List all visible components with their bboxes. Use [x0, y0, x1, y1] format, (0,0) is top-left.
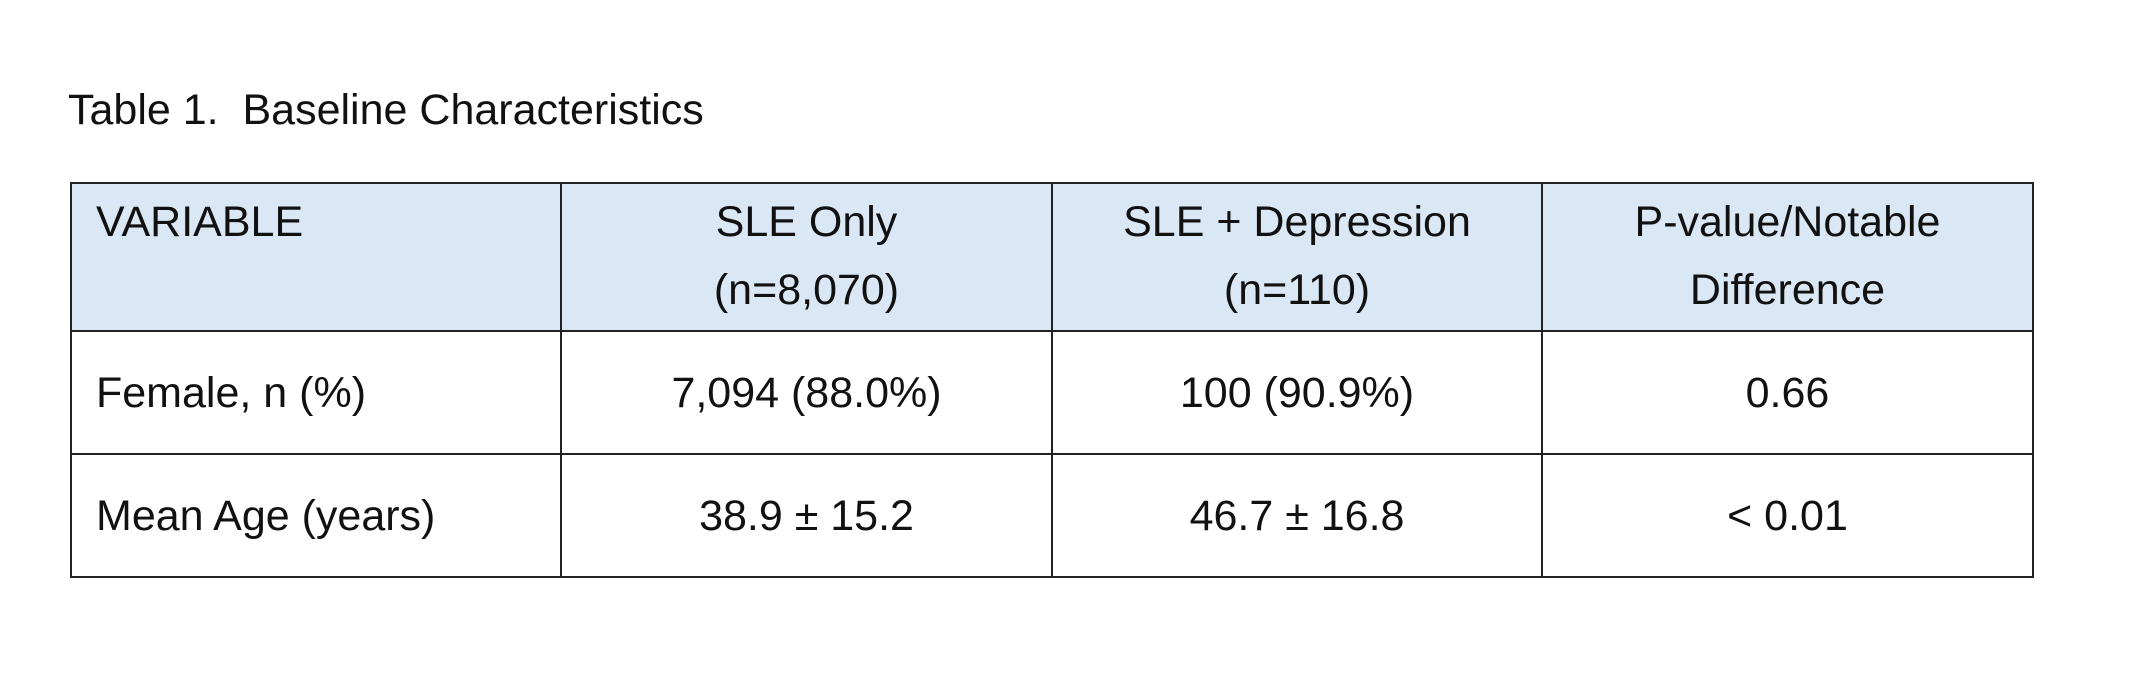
header-p-value-line2: Difference [1689, 266, 1886, 314]
header-p-value: P-value/Notable Difference [1541, 182, 2034, 332]
header-sle-depression-line2: (n=110) [1223, 266, 1371, 314]
cell-variable: Female, n (%) [70, 330, 562, 455]
cell-sle-only: 38.9 ± 15.2 [560, 453, 1053, 578]
header-sle-depression-line1: SLE + Depression [1123, 198, 1471, 246]
cell-sle-depression: 46.7 ± 16.8 [1051, 453, 1543, 578]
cell-p-value: 0.66 [1541, 330, 2034, 455]
cell-variable: Mean Age (years) [70, 453, 562, 578]
cell-sle-depression: 100 (90.9%) [1051, 330, 1543, 455]
table-header-row: VARIABLE SLE Only (n=8,070) SLE + Depres… [70, 182, 2034, 332]
header-variable: VARIABLE [70, 182, 562, 332]
header-sle-only-line2: (n=8,070) [713, 266, 900, 314]
table-row-mean-age: Mean Age (years) 38.9 ± 15.2 46.7 ± 16.8… [70, 453, 2034, 578]
header-sle-depression: SLE + Depression (n=110) [1051, 182, 1543, 332]
cell-p-value: < 0.01 [1541, 453, 2034, 578]
cell-sle-only: 7,094 (88.0%) [560, 330, 1053, 455]
header-sle-only-line1: SLE Only [715, 198, 898, 246]
table-row-female: Female, n (%) 7,094 (88.0%) 100 (90.9%) … [70, 330, 2034, 455]
header-variable-line1: VARIABLE [96, 198, 304, 246]
table-caption: Table 1. Baseline Characteristics [68, 86, 704, 134]
baseline-characteristics-table: VARIABLE SLE Only (n=8,070) SLE + Depres… [70, 182, 2034, 578]
header-p-value-line1: P-value/Notable [1634, 198, 1941, 246]
header-sle-only: SLE Only (n=8,070) [560, 182, 1053, 332]
